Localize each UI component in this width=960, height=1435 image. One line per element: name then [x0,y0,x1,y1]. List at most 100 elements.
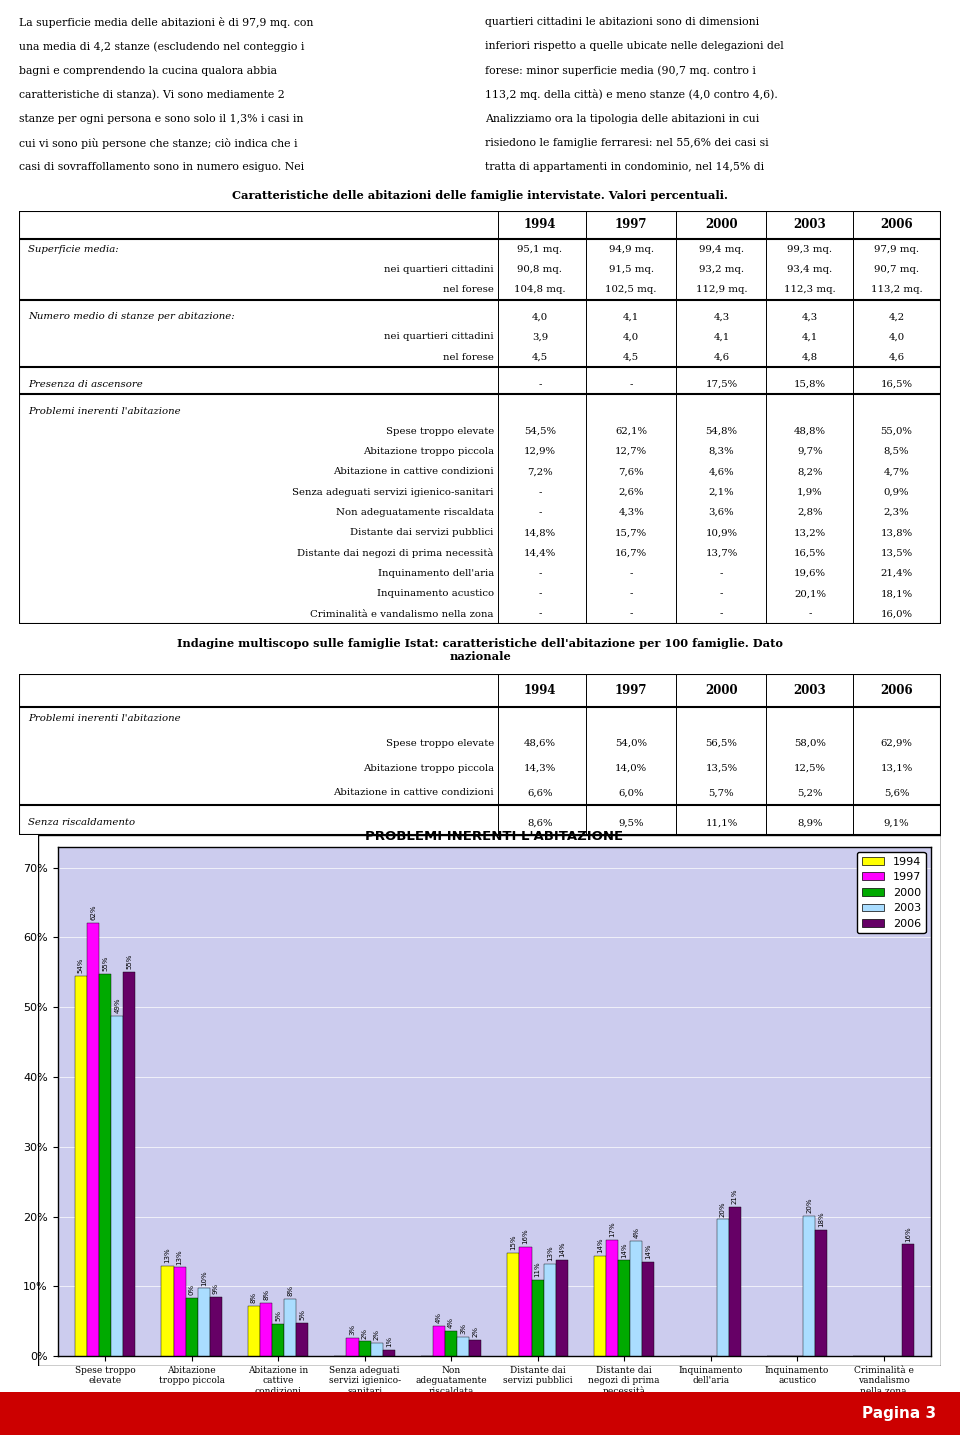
Text: 16%: 16% [522,1228,529,1244]
Bar [248,1306,260,1356]
Text: 2000: 2000 [706,684,738,697]
Text: 48,6%: 48,6% [524,739,556,748]
Text: 4%: 4% [436,1312,442,1323]
Text: 1%: 1% [386,1336,392,1347]
Text: nel forese: nel forese [443,353,493,362]
Text: 21%: 21% [732,1188,738,1204]
Text: 2006: 2006 [880,218,913,231]
Text: 13,7%: 13,7% [706,548,737,558]
Text: 17%: 17% [609,1221,615,1237]
Text: 1,9%: 1,9% [797,488,823,497]
Text: 90,7 mq.: 90,7 mq. [874,265,919,274]
Bar [804,1215,815,1356]
Text: 15,8%: 15,8% [794,380,826,389]
Text: 5%: 5% [276,1310,281,1322]
Text: Abitazione in cattive condizioni: Abitazione in cattive condizioni [333,788,493,798]
Text: 12,9%: 12,9% [524,448,556,456]
Text: 91,5 mq.: 91,5 mq. [609,265,654,274]
Text: 97,9 mq.: 97,9 mq. [874,245,919,254]
Bar [532,1280,543,1356]
Bar [457,1336,469,1356]
Text: Abitazione troppo piccola: Abitazione troppo piccola [363,448,493,456]
Text: 4,1: 4,1 [802,333,818,342]
Text: 5%: 5% [300,1310,305,1320]
Bar [729,1207,741,1356]
Text: 15,7%: 15,7% [615,528,647,537]
Text: 7,6%: 7,6% [618,468,644,476]
Bar [347,1337,359,1356]
Text: caratteristiche di stanza). Vi sono mediamente 2: caratteristiche di stanza). Vi sono medi… [19,89,285,100]
Text: 113,2 mq. della città) e meno stanze (4,0 contro 4,6).: 113,2 mq. della città) e meno stanze (4,… [485,89,778,100]
Text: 4,6%: 4,6% [708,468,734,476]
Text: 13%: 13% [547,1246,553,1261]
Text: Inquinamento dell'aria: Inquinamento dell'aria [377,568,493,578]
Text: 48,8%: 48,8% [794,426,826,436]
Text: 8%: 8% [263,1289,269,1300]
Text: 12,7%: 12,7% [615,448,647,456]
Text: stanze per ogni persona e sono solo il 1,3% i casi in: stanze per ogni persona e sono solo il 1… [19,113,303,123]
Bar [556,1260,568,1356]
Text: 99,3 mq.: 99,3 mq. [787,245,832,254]
Text: 2003: 2003 [794,684,827,697]
Text: 3,9: 3,9 [532,333,548,342]
Text: -: - [720,568,723,578]
Text: 2,8%: 2,8% [797,508,823,517]
Text: 4,1: 4,1 [713,333,730,342]
Text: Non adeguatamente riscaldata: Non adeguatamente riscaldata [336,508,493,517]
Bar [371,1343,383,1356]
Text: cui vi sono più persone che stanze; ciò indica che i: cui vi sono più persone che stanze; ciò … [19,138,298,149]
Text: 16%: 16% [905,1225,911,1241]
Text: -: - [539,488,541,497]
Text: 4,5: 4,5 [532,353,548,362]
Text: Senza riscaldamento: Senza riscaldamento [29,818,135,828]
Bar [469,1340,481,1356]
Text: 112,3 mq.: 112,3 mq. [784,286,836,294]
Text: 90,8 mq.: 90,8 mq. [517,265,563,274]
Text: 5,6%: 5,6% [884,788,909,798]
Text: 102,5 mq.: 102,5 mq. [606,286,657,294]
Text: 16,7%: 16,7% [615,548,647,558]
Text: casi di sovraffollamento sono in numero esiguo. Nei: casi di sovraffollamento sono in numero … [19,162,304,172]
Text: Senza adeguati servizi igienico-sanitari: Senza adeguati servizi igienico-sanitari [293,488,493,497]
Text: Criminalità e vandalismo nella zona: Criminalità e vandalismo nella zona [310,610,493,618]
Text: 6,6%: 6,6% [527,788,553,798]
Text: 9,5%: 9,5% [618,818,644,828]
Text: tratta di appartamenti in condominio, nel 14,5% di: tratta di appartamenti in condominio, ne… [485,162,764,172]
Text: 16,5%: 16,5% [794,548,826,558]
Bar [272,1325,284,1356]
Text: 58,0%: 58,0% [794,739,826,748]
Text: 8,5%: 8,5% [884,448,909,456]
Text: 4%: 4% [634,1227,639,1238]
Text: 95,1 mq.: 95,1 mq. [517,245,563,254]
Text: -: - [539,568,541,578]
Text: 19,6%: 19,6% [794,568,826,578]
Text: 10,9%: 10,9% [706,528,737,537]
Text: 2,6%: 2,6% [618,488,644,497]
Text: nel forese: nel forese [443,286,493,294]
Bar [123,973,135,1356]
Text: -: - [720,610,723,618]
Text: -: - [539,508,541,517]
Text: 14%: 14% [559,1241,564,1257]
Text: 1994: 1994 [523,218,556,231]
Text: 21,4%: 21,4% [880,568,913,578]
Text: 2,1%: 2,1% [708,488,734,497]
Text: Pagina 3: Pagina 3 [862,1406,936,1421]
Text: 62,1%: 62,1% [615,426,647,436]
Text: Distante dai servizi pubblici: Distante dai servizi pubblici [350,528,493,537]
Text: 6,0%: 6,0% [618,788,644,798]
Bar [99,974,111,1356]
Text: 8%: 8% [251,1292,257,1303]
Text: 3,6%: 3,6% [708,508,734,517]
Text: bagni e comprendendo la cucina qualora abbia: bagni e comprendendo la cucina qualora a… [19,66,277,76]
Text: 104,8 mq.: 104,8 mq. [515,286,565,294]
Text: 15%: 15% [511,1234,516,1250]
Text: 4,3%: 4,3% [618,508,644,517]
Text: 3%: 3% [460,1323,467,1333]
Text: 8%: 8% [287,1284,293,1296]
Bar [445,1330,457,1356]
Text: 112,9 mq.: 112,9 mq. [696,286,747,294]
Text: 20%: 20% [720,1201,726,1217]
Bar [87,923,99,1356]
Bar [594,1256,606,1356]
